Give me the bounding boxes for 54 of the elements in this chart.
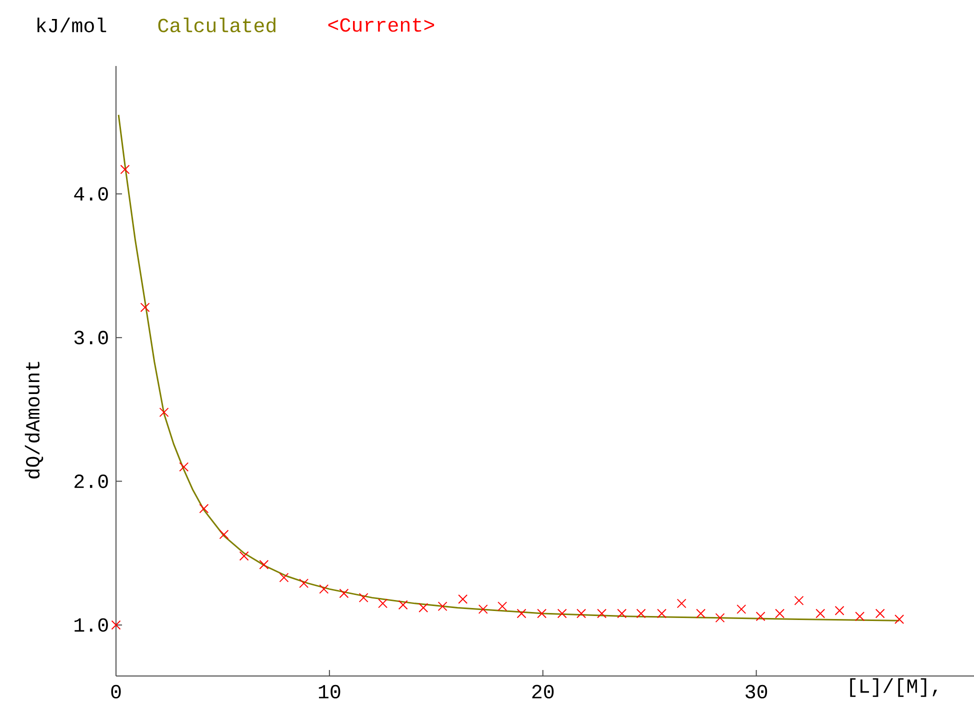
point [894, 614, 904, 624]
point [657, 608, 666, 618]
point [576, 608, 586, 618]
point [794, 596, 804, 606]
point [418, 603, 428, 612]
y-tick-label: 1.0 [74, 618, 108, 632]
point [458, 594, 468, 604]
point [636, 608, 646, 618]
point [597, 608, 607, 618]
point [339, 588, 349, 598]
point [140, 302, 150, 312]
point [199, 504, 209, 514]
point [715, 613, 725, 623]
point [299, 578, 309, 588]
y-tick-label: 3.0 [74, 330, 108, 344]
point [478, 604, 488, 614]
y-axis-title: dQ/dAmount [24, 362, 44, 478]
point [259, 560, 269, 570]
point [239, 551, 249, 561]
point [834, 606, 844, 616]
point [179, 462, 189, 472]
point [498, 602, 508, 612]
point [537, 608, 547, 618]
point [279, 572, 289, 582]
point [319, 584, 329, 594]
x-tick-label: 20 [532, 684, 554, 698]
point [875, 608, 885, 618]
point [775, 608, 785, 618]
point [111, 620, 121, 630]
x-axis-title: [L]/[M], [850, 678, 937, 697]
point [516, 608, 526, 618]
point [557, 608, 567, 618]
text: <Current> [328, 18, 434, 32]
point [855, 612, 865, 622]
point [736, 604, 746, 614]
text: kJ/mol [38, 18, 106, 32]
point [398, 600, 408, 610]
x-tick-label: 0 [111, 684, 121, 698]
point [696, 608, 706, 618]
point [159, 408, 169, 418]
x-tick-label: 10 [318, 684, 340, 698]
point [120, 164, 130, 174]
point [378, 598, 388, 608]
point [219, 530, 229, 540]
text: Calculated [158, 18, 276, 32]
y-tick-label: 2.0 [74, 474, 108, 488]
y-tick-label: 4.0 [74, 187, 108, 201]
point [438, 602, 448, 612]
x-tick-label: 30 [746, 684, 768, 698]
point [756, 612, 766, 622]
point [676, 598, 686, 608]
point [358, 592, 368, 602]
point [617, 608, 627, 618]
point [816, 608, 826, 618]
